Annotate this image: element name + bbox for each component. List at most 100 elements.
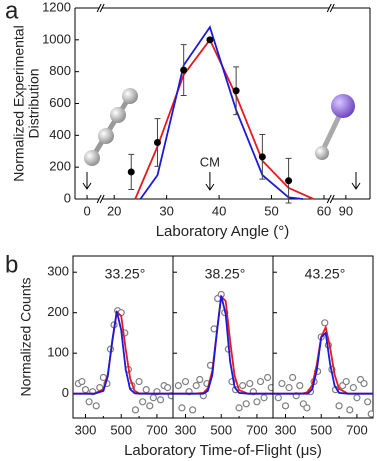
- data-point: [321, 319, 329, 327]
- model-curve: [73, 310, 173, 395]
- data-point: [139, 398, 147, 406]
- data-point: [346, 406, 354, 414]
- y-tick-label: 200: [47, 304, 69, 319]
- data-point: [281, 402, 290, 410]
- data-point: [367, 410, 373, 418]
- axis-break: [326, 194, 335, 204]
- x-tick-label: 90: [339, 203, 353, 218]
- data-point: [78, 377, 86, 386]
- x-tick-label: 700: [146, 422, 168, 437]
- panel-title: 33.25°: [105, 266, 146, 282]
- x-tick-label: 500: [110, 422, 132, 437]
- panel-label: b: [5, 251, 18, 278]
- data-point: [258, 153, 266, 161]
- data-point: [267, 384, 273, 392]
- x-tick-label: 700: [346, 422, 368, 437]
- y-tick-label: 200: [49, 159, 71, 174]
- data-point: [196, 375, 204, 384]
- y-tick-label: 800: [49, 63, 71, 78]
- data-point: [289, 373, 297, 382]
- y-tick-label: 600: [49, 95, 71, 110]
- x-tick-label: 20: [107, 203, 121, 218]
- data-point: [285, 384, 293, 392]
- y-axis-label: Normalized Experimental: [11, 25, 27, 181]
- data-point: [246, 379, 254, 388]
- data-point: [349, 384, 357, 392]
- y-tick-label: 0: [62, 385, 69, 400]
- x-tick-label: 0: [83, 203, 90, 218]
- data-point: [264, 373, 272, 382]
- data-point: [180, 66, 188, 74]
- axis-break: [96, 3, 105, 13]
- data-point: [131, 406, 140, 414]
- x-tick-label: 300: [175, 422, 197, 437]
- data-point: [135, 377, 143, 386]
- model-curve: [273, 330, 373, 395]
- data-point: [164, 384, 172, 392]
- data-point: [81, 386, 90, 394]
- data-point: [335, 402, 343, 410]
- y-tick-label: 1000: [42, 31, 71, 46]
- data-point: [142, 386, 150, 394]
- panel-title: 43.25°: [305, 266, 346, 282]
- data-point: [174, 382, 182, 390]
- y-tick-label: 100: [47, 345, 69, 360]
- data-point: [285, 177, 293, 185]
- data-point: [256, 377, 265, 386]
- x-tick-label: 500: [310, 422, 332, 437]
- x-tick-label: 50: [264, 203, 278, 218]
- annotation-arrow: [205, 172, 215, 191]
- data-point: [235, 404, 243, 412]
- y-tick-label: 300: [47, 264, 69, 279]
- model-curve: [134, 38, 314, 200]
- data-point: [296, 382, 304, 390]
- data-point: [192, 382, 200, 390]
- x-tick-label: 700: [246, 422, 268, 437]
- plot-area: [273, 319, 373, 418]
- x-tick-label: 300: [275, 422, 297, 437]
- molecule-left: [84, 88, 138, 166]
- axis-break: [326, 3, 335, 13]
- y-axis-label: Distribution: [26, 68, 42, 138]
- arrows: [82, 172, 361, 190]
- data-point: [303, 404, 311, 412]
- data-point: [127, 168, 135, 176]
- x-tick-label: 60: [317, 203, 331, 218]
- data-point: [85, 398, 93, 406]
- model-curve: [173, 295, 273, 395]
- data-point: [253, 398, 261, 406]
- data-point: [360, 379, 368, 388]
- x-tick-label: 40: [212, 203, 226, 218]
- panel-title: 38.25°: [205, 266, 246, 282]
- y-tick-label: 400: [49, 127, 71, 142]
- data-point: [178, 404, 186, 412]
- frame: [272, 255, 374, 419]
- y-axis-label: Normalized Counts: [18, 277, 34, 396]
- y-tick-label: 1200: [42, 0, 71, 14]
- data-point: [206, 36, 214, 44]
- x-tick-label: 30: [159, 203, 173, 218]
- data-point: [189, 406, 197, 414]
- data-point: [146, 402, 154, 410]
- data-point: [274, 394, 282, 402]
- data-point: [353, 394, 361, 402]
- data-point: [242, 400, 250, 408]
- data-point: [364, 398, 372, 406]
- x-axis-label: Laboratory Time-of-Flight (μs): [124, 442, 322, 459]
- x-tick-label: 500: [210, 422, 232, 437]
- axis-break: [96, 194, 105, 204]
- x-tick-label: 300: [75, 422, 97, 437]
- annotation: CM: [200, 154, 220, 169]
- x-axis-label: Laboratory Angle (°): [156, 223, 290, 240]
- data-point: [239, 382, 247, 390]
- data-point: [342, 377, 350, 386]
- data-point: [181, 377, 190, 386]
- panel-label: a: [5, 0, 19, 24]
- y-tick-label: 0: [64, 190, 71, 205]
- plot-area: [73, 307, 173, 414]
- data-point: [153, 138, 161, 146]
- data-point: [92, 402, 100, 410]
- model-curve: [139, 25, 304, 200]
- plot-area: [173, 290, 273, 414]
